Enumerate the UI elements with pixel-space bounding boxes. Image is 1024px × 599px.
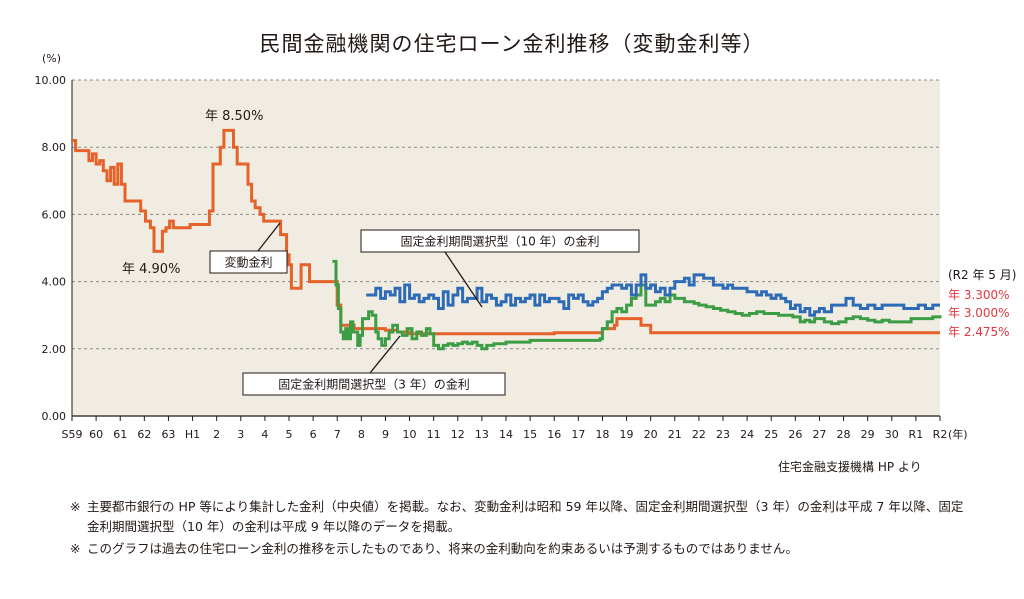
- end-date-label: (R2 年 5 月): [948, 268, 1016, 282]
- label-10y-leader: [444, 251, 483, 308]
- x-tick-label: 27: [812, 428, 826, 441]
- series-lines: [72, 128, 942, 351]
- x-tick-label: 4: [261, 428, 268, 441]
- series-line-0: [72, 128, 940, 336]
- x-tick-label: 62: [137, 428, 151, 441]
- label-variable-text: 変動金利: [224, 255, 272, 270]
- y-tick-label: 6.00: [42, 208, 67, 221]
- low-label: 年 4.90%: [122, 262, 180, 277]
- x-tick-label: 18: [595, 428, 609, 441]
- x-tick-label: R1: [909, 428, 924, 441]
- chart-title: 民間金融機関の住宅ローン金利推移（変動金利等）: [259, 32, 765, 56]
- y-tick-label: 4.00: [42, 276, 67, 289]
- x-unit-label: (年): [948, 427, 968, 441]
- x-tick-label: 25: [764, 428, 778, 441]
- footnote-1: ※ 主要都市銀行の HP 等により集計した金利（中央値）を掲載。なお、変動金利は昭…: [70, 499, 964, 534]
- end-value-label: 年 3.300%: [948, 288, 1010, 302]
- x-tick-label: 22: [692, 428, 706, 441]
- x-tick-label: 6: [310, 428, 317, 441]
- grid-lines: [72, 79, 940, 350]
- x-tick-label: 63: [161, 428, 175, 441]
- footnotes: ※ 主要都市銀行の HP 等により集計した金利（中央値）を掲載。なお、変動金利は昭…: [70, 497, 967, 561]
- x-tick-label: 14: [499, 428, 513, 441]
- label-10y-text: 固定金利期間選択型（10 年）の金利: [400, 234, 599, 249]
- x-axis: S59 60 61 62 63 H1 2 3 4 5 6 7 8 9 10 11 12 13 14 15 16 17 18 1…: [62, 415, 968, 441]
- x-tick-label: 2: [213, 428, 220, 441]
- x-tick-label: 13: [475, 428, 489, 441]
- end-labels: (R2 年 5 月) 年 3.300% 年 3.000% 年 2.475%: [948, 268, 1016, 339]
- label-variable-leader: [257, 222, 281, 252]
- x-tick-label: 20: [644, 428, 658, 441]
- x-tick-label: 19: [620, 428, 634, 441]
- x-tick-label: 26: [788, 428, 802, 441]
- label-3y-text: 固定金利期間選択型（3 年）の金利: [278, 377, 469, 392]
- y-tick-label: 0.00: [42, 410, 67, 423]
- source-note: 住宅金融支援機構 HP より: [778, 460, 922, 474]
- y-unit-label: (%): [42, 52, 61, 65]
- x-tick-label: 16: [547, 428, 561, 441]
- x-tick-label: 61: [113, 428, 127, 441]
- label-10y-box: [360, 229, 640, 253]
- x-tick-label: 3: [237, 428, 244, 441]
- x-tick-label: 60: [89, 428, 103, 441]
- y-tick-label: 2.00: [42, 343, 67, 356]
- x-tick-label: S59: [62, 428, 83, 441]
- end-value-label: 年 2.475%: [948, 325, 1010, 339]
- x-tick-label: 30: [885, 428, 899, 441]
- x-tick-label: 8: [358, 428, 365, 441]
- series-line-1: [332, 259, 942, 351]
- label-3y-leader: [369, 335, 401, 374]
- y-tick-label: 10.00: [35, 74, 67, 87]
- x-tick-label: H1: [185, 428, 200, 441]
- x-tick-label: 17: [571, 428, 585, 441]
- series-line-2: [366, 273, 940, 317]
- x-tick-label: 12: [451, 428, 465, 441]
- x-tick-label: R2: [933, 428, 948, 441]
- footnote-2: ※ このグラフは過去の住宅ローン金利の推移を示したものであり、将来の金利動向を約束…: [70, 541, 798, 556]
- x-tick-label: 15: [523, 428, 537, 441]
- x-tick-label: 23: [716, 428, 730, 441]
- x-tick-label: 9: [382, 428, 389, 441]
- y-axis: 0.00 2.00 4.00 6.00 8.00 10.00 (%): [35, 52, 73, 423]
- x-tick-label: 5: [286, 428, 293, 441]
- x-tick-label: 28: [837, 428, 851, 441]
- x-tick-label: 21: [668, 428, 682, 441]
- x-tick-label: 11: [427, 428, 441, 441]
- x-tick-label: 24: [740, 428, 754, 441]
- x-tick-label: 10: [403, 428, 417, 441]
- end-value-label: 年 3.000%: [948, 306, 1010, 320]
- label-variable-box: [209, 250, 288, 274]
- label-3y-box: [242, 372, 506, 396]
- peak-label: 年 8.50%: [205, 109, 263, 124]
- y-tick-label: 8.00: [42, 141, 67, 154]
- x-tick-label: 29: [861, 428, 875, 441]
- annotations: 年 8.50% 年 4.90% 変動金利 固定金利期間選択型（10 年）の金利固定金利…: [122, 109, 640, 396]
- x-tick-label: 7: [334, 428, 341, 441]
